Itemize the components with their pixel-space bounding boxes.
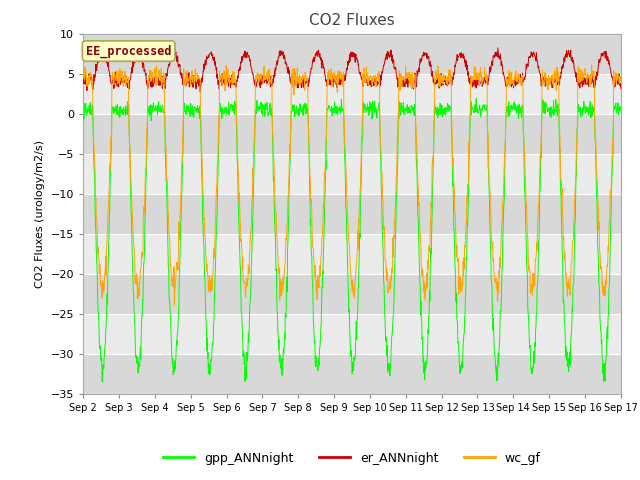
Bar [83,354,621,394]
Bar [83,114,621,154]
Y-axis label: CO2 Fluxes (urology/m2/s): CO2 Fluxes (urology/m2/s) [35,140,45,288]
Bar [83,234,621,274]
Title: CO2 Fluxes: CO2 Fluxes [309,13,395,28]
Legend: gpp_ANNnight, er_ANNnight, wc_gf: gpp_ANNnight, er_ANNnight, wc_gf [158,447,546,469]
Bar [83,313,621,354]
Bar [83,34,621,73]
Bar [83,154,621,193]
Text: EE_processed: EE_processed [86,44,172,58]
Bar [83,274,621,313]
Bar [83,73,621,114]
Bar [83,193,621,234]
